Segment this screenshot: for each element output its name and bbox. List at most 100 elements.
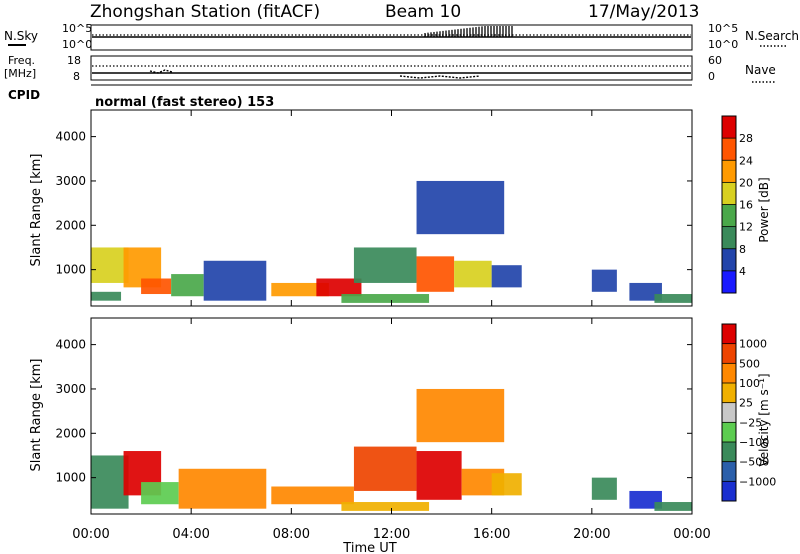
- velocity-colorbar-segment: [722, 481, 736, 502]
- power-colorbar-tick-label: 4: [739, 265, 746, 278]
- nsky-right-tick-top: 10^5: [708, 22, 738, 35]
- nsky-label: N.Sky: [4, 29, 38, 43]
- power-colorbar-segment: [722, 160, 736, 183]
- nave-label: Nave: [745, 63, 776, 77]
- cpid-label: CPID: [8, 88, 40, 102]
- station-title: Zhongshan Station (fitACF): [90, 2, 320, 22]
- freq-panel: Freq. [MHz] 18 8 60 0 Nave: [4, 54, 776, 83]
- power-data-patch: [629, 282, 662, 301]
- power-data-patch: [416, 180, 505, 235]
- power-data-patch: [491, 265, 522, 288]
- power-data-patch: [316, 278, 362, 297]
- velocity-colorbar-segment: [722, 461, 736, 482]
- power-colorbar-segment: [722, 248, 736, 272]
- nave-tick-top: 60: [708, 54, 722, 67]
- x-tick-label: 08:00: [273, 527, 310, 542]
- velocity-ytick-label: 4000: [55, 338, 86, 352]
- velocity-colorbar-frame: [721, 323, 737, 502]
- velocity-panel: 4000 3000 2000 1000 Slant Range [km] 1000 50…: [29, 317, 776, 515]
- power-patches: [91, 180, 692, 303]
- x-axis-ticks: 00:00 04:00 08:00 12:00 16:00 20:00 00:00: [72, 110, 711, 542]
- power-colorbar-tick-label: 16: [739, 199, 753, 212]
- x-tick-label: 16:00: [473, 527, 510, 542]
- power-colorbar-tick-label: 24: [739, 154, 753, 167]
- velocity-colorbar-label: Velocity [m s⁻¹]: [757, 373, 771, 466]
- velocity-colorbar-segment: [722, 402, 736, 423]
- velocity-colorbar-segment: [722, 442, 736, 463]
- x-axis-label: Time UT: [342, 541, 396, 554]
- velocity-colorbar-tick-label: 1000: [739, 338, 767, 351]
- velocity-ytick-label: 1000: [55, 471, 86, 485]
- velocity-colorbar-tick-label: 25: [739, 397, 753, 410]
- power-colorbar-tick-label: 20: [739, 176, 753, 189]
- freq-jitter: [149, 69, 481, 79]
- velocity-colorbar-tick-label: −500: [739, 456, 769, 469]
- power-data-patch: [353, 247, 417, 283]
- power-data-patch: [271, 282, 329, 297]
- power-yticks: 4000 3000 2000 1000: [55, 130, 692, 277]
- velocity-data-patch: [91, 455, 129, 509]
- power-data-patch: [203, 260, 267, 301]
- velocity-data-patch: [341, 502, 430, 511]
- beam-label: Beam 10: [385, 2, 461, 22]
- nsky-left-tick-bottom: 10^0: [62, 38, 92, 51]
- cpid-mode-text: normal (fast stereo) 153: [95, 95, 274, 110]
- nave-tick-bottom: 0: [708, 70, 715, 83]
- velocity-colorbar: 1000 500 100 25 −25 −100 −500 −1000: [721, 323, 776, 502]
- velocity-data-patch: [416, 388, 505, 443]
- power-colorbar: 28 24 20 16 12 8 4: [721, 115, 753, 294]
- velocity-data-patch: [353, 446, 417, 491]
- power-colorbar-tick-label: 28: [739, 132, 753, 145]
- power-ytick-label: 3000: [55, 174, 86, 188]
- velocity-yticks: 4000 3000 2000 1000: [55, 338, 692, 485]
- nsky-spikes: [424, 26, 513, 37]
- power-data-patch: [91, 291, 122, 301]
- velocity-data-patch: [178, 468, 267, 509]
- velocity-ytick-label: 2000: [55, 426, 86, 440]
- power-colorbar-segment: [722, 138, 736, 161]
- freq-frame: [90, 55, 693, 81]
- power-data-patch: [454, 260, 492, 288]
- velocity-data-patch: [654, 502, 692, 511]
- power-data-patch: [416, 256, 455, 292]
- power-colorbar-segment: [722, 226, 736, 250]
- x-tick-label: 00:00: [72, 527, 109, 542]
- power-data-patch: [171, 274, 204, 297]
- x-tick-label: 04:00: [172, 527, 209, 542]
- power-colorbar-tick-label: 8: [739, 243, 746, 256]
- power-data-patch: [141, 278, 172, 295]
- velocity-ylabel: Slant Range [km]: [29, 359, 44, 472]
- power-data-patch: [341, 294, 430, 303]
- nsearch-label: N.Search: [745, 29, 799, 43]
- freq-tick-top: 18: [67, 54, 81, 67]
- velocity-colorbar-segment: [722, 422, 736, 443]
- power-panel: 4000 3000 2000 1000 Slant Range [km] 28 24 20…: [29, 109, 771, 307]
- freq-tick-bottom: 8: [73, 70, 80, 83]
- power-colorbar-label: Power [dB]: [757, 177, 771, 242]
- power-data-patch: [591, 269, 617, 292]
- velocity-data-patch: [491, 473, 522, 496]
- nsky-panel: N.Sky 10^5 10^0 10^5 10^0 N.Search: [4, 22, 799, 51]
- power-data-patch: [654, 294, 692, 303]
- velocity-colorbar-tick-label: 500: [739, 357, 760, 370]
- power-data-patch: [91, 247, 129, 283]
- velocity-data-patch: [271, 486, 354, 505]
- cpid-panel: CPID normal (fast stereo) 153: [8, 84, 692, 110]
- velocity-ytick-label: 3000: [55, 382, 86, 396]
- velocity-data-patch: [629, 490, 662, 509]
- freq-unit-label: [MHz]: [4, 67, 36, 80]
- velocity-colorbar-segment: [722, 363, 736, 384]
- x-tick-label: 00:00: [673, 527, 710, 542]
- power-ylabel: Slant Range [km]: [29, 154, 44, 267]
- power-colorbar-segment: [722, 182, 736, 205]
- power-colorbar-segment: [722, 270, 736, 294]
- velocity-colorbar-tick-label: −1000: [739, 475, 776, 488]
- nsky-right-tick-bottom: 10^0: [708, 38, 738, 51]
- power-ytick-label: 4000: [55, 130, 86, 144]
- nsky-frame: [90, 24, 693, 51]
- freq-label: Freq.: [8, 54, 35, 67]
- power-colorbar-tick-label: 12: [739, 221, 753, 234]
- x-tick-label: 20:00: [573, 527, 610, 542]
- velocity-patches: [91, 388, 692, 511]
